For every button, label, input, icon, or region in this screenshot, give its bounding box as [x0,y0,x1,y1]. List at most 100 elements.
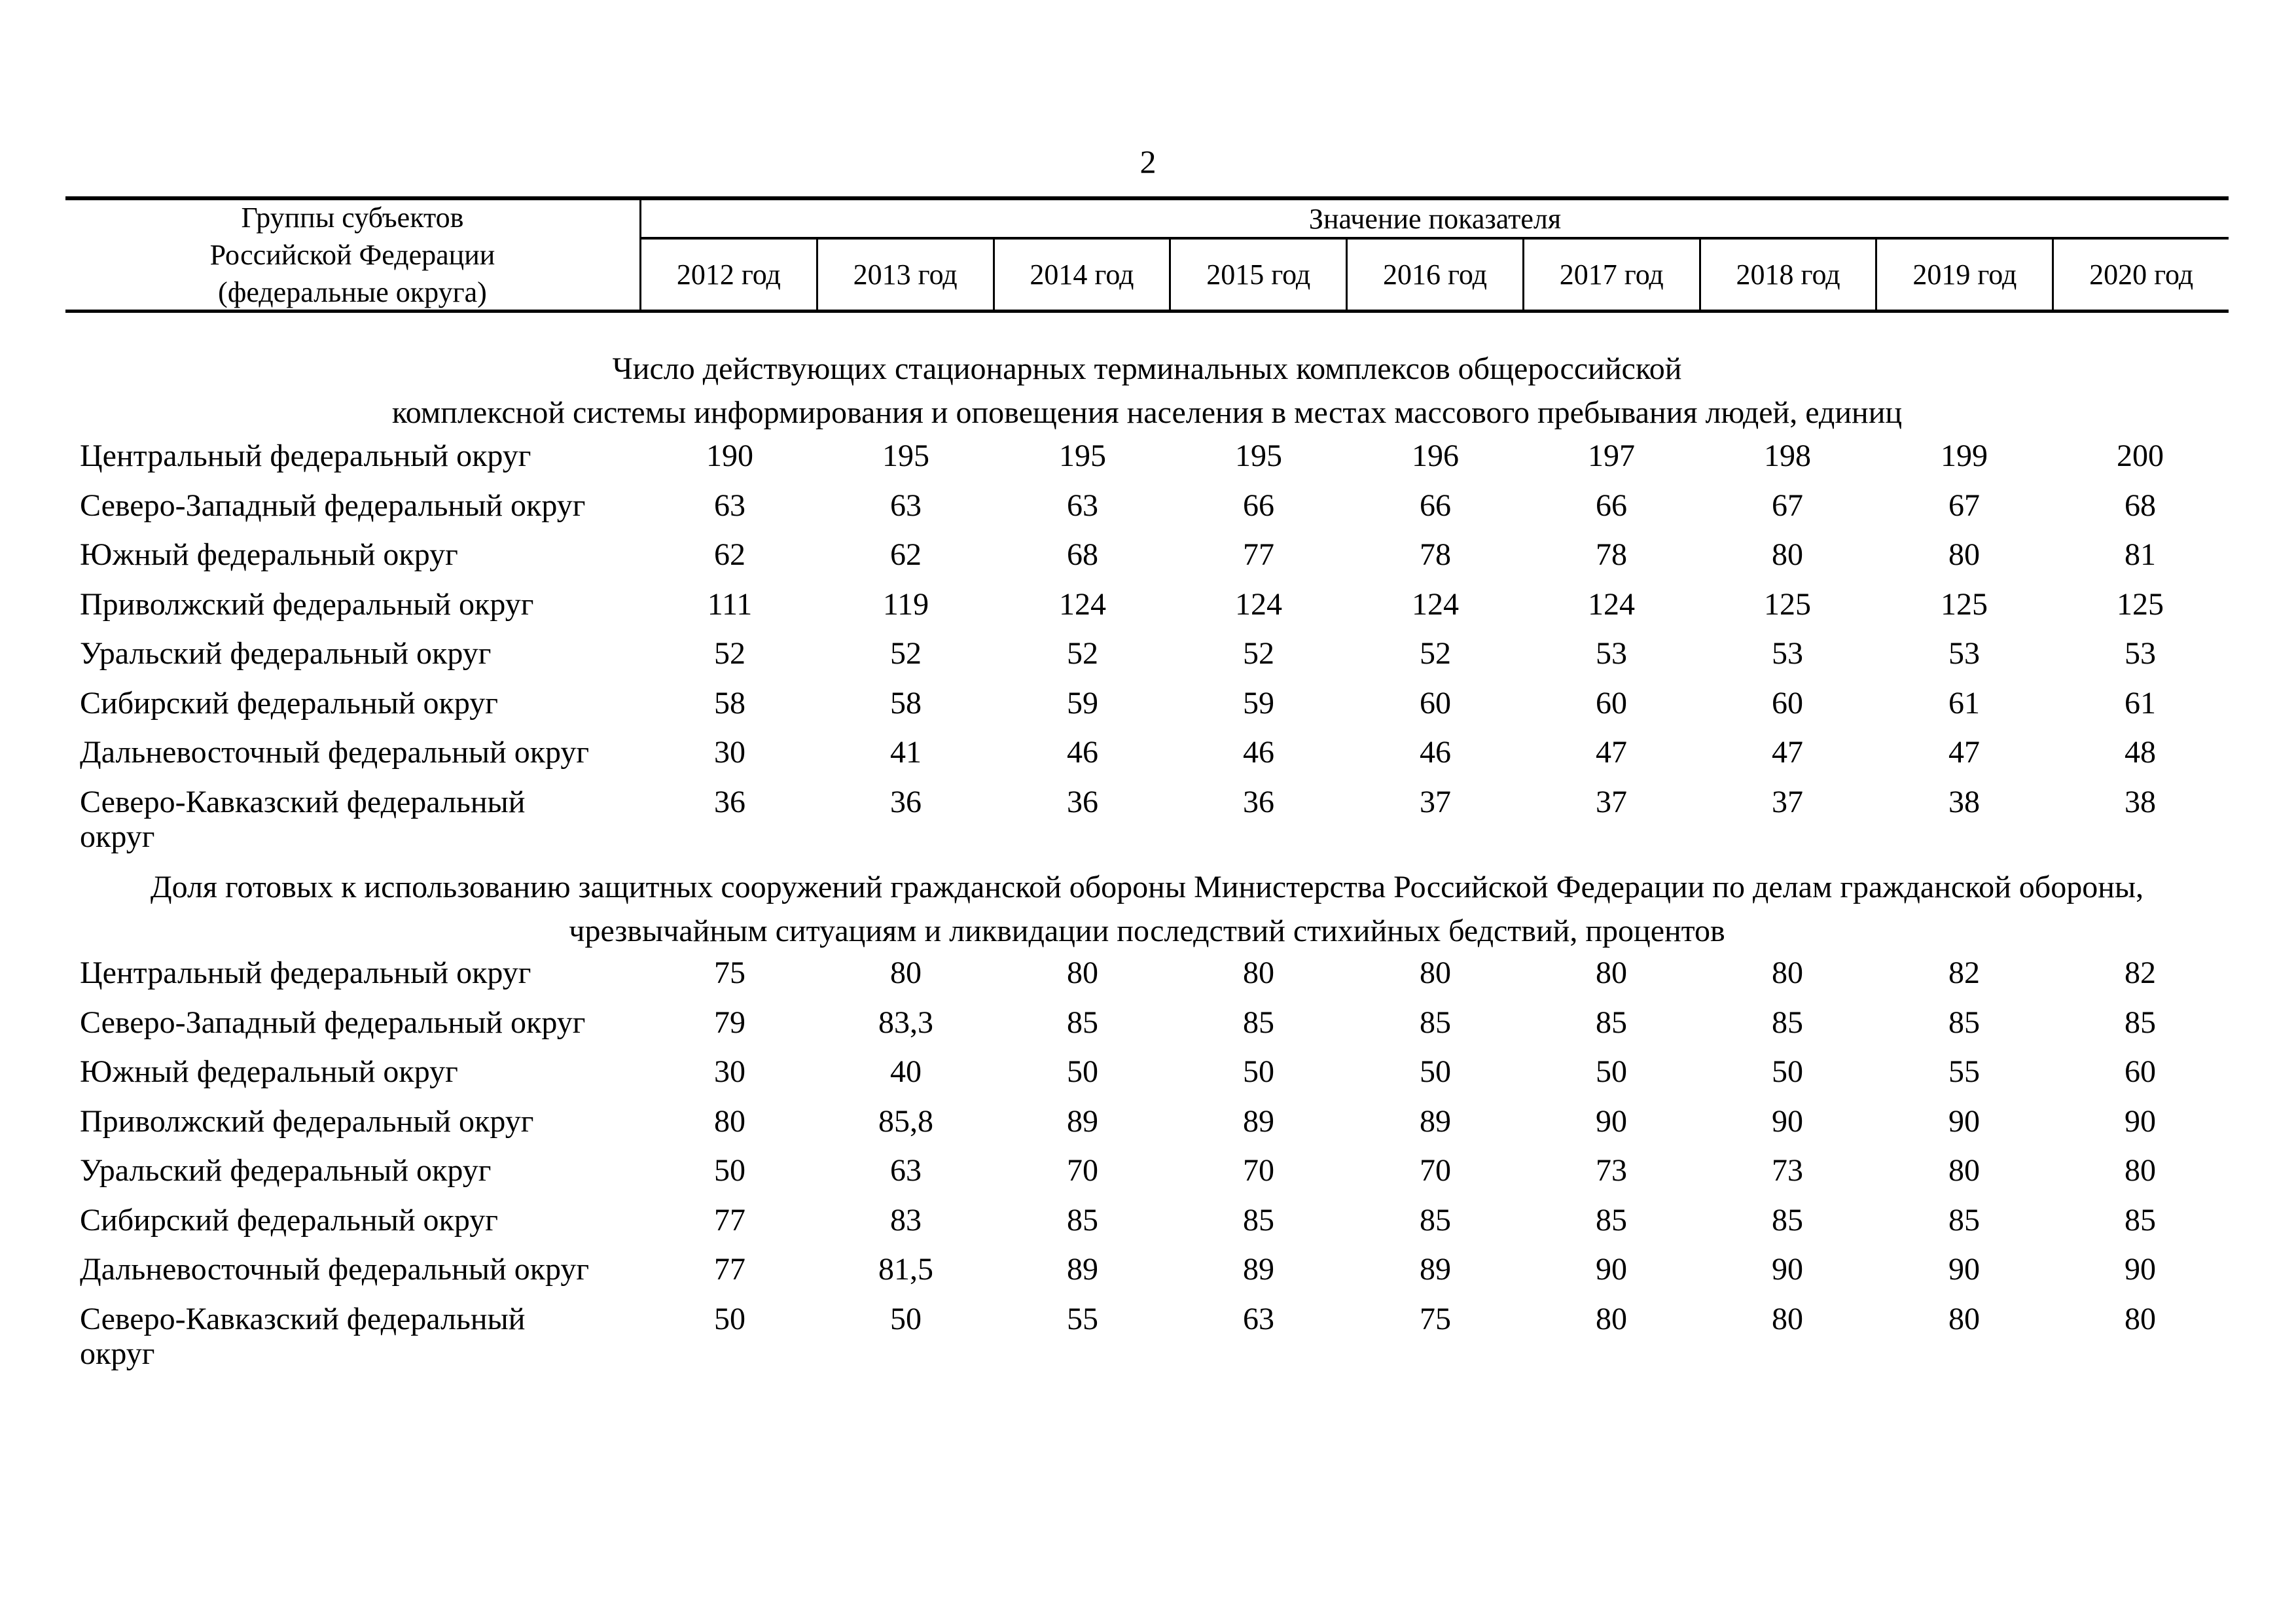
cell-value: 36 [714,785,745,819]
cell-value: 89 [1420,1104,1451,1139]
cell-value: 85 [1420,1203,1451,1238]
row-label: Сибирский федеральный округ [80,686,498,721]
cell-value: 90 [1596,1104,1627,1139]
value-header-block: Значение показателя 2012 год 2013 год 2014… [641,200,2229,310]
cell-value: 83,3 [878,1005,933,1040]
cell-value: 30 [714,735,745,770]
cell-value: 61 [2125,686,2156,721]
year-header-row: 2012 год 2013 год 2014 год 2015 год 2016 год… [641,240,2229,310]
cell-value: 53 [1596,636,1627,671]
cell-value: 60 [1596,686,1627,721]
cell-value: 52 [714,636,745,671]
row-label: Уральский федеральный округ [80,636,492,671]
cell-value: 78 [1420,537,1451,572]
cell-value: 81 [2125,537,2156,572]
cell-value: 80 [714,1104,745,1139]
row-label: Уральский федеральный округ [80,1153,492,1188]
page-number: 2 [1139,143,1157,180]
cell-value: 38 [1948,785,1980,819]
year-header: 2019 год [1875,240,2052,310]
cell-value: 50 [1596,1054,1627,1089]
cell-value: 85 [1948,1203,1980,1238]
cell-value: 77 [1243,537,1274,572]
cell-value: 47 [1772,735,1803,770]
cell-value: 58 [714,686,745,721]
cell-value: 53 [1948,636,1980,671]
row-label: Центральный федеральный округ [80,955,531,990]
row-label: Южный федеральный округ [80,1054,458,1089]
cell-value: 30 [714,1054,745,1089]
cell-value: 195 [882,438,929,473]
cell-value: 40 [890,1054,922,1089]
cell-value: 90 [1772,1252,1803,1287]
cell-value: 50 [890,1302,922,1336]
row-label: Северо-Западный федеральный округ [80,488,586,523]
cell-value: 89 [1420,1252,1451,1287]
cell-value: 50 [714,1302,745,1336]
cell-value: 80 [1596,955,1627,990]
cell-value: 36 [1067,785,1098,819]
cell-value: 47 [1596,735,1627,770]
cell-value: 80 [1948,537,1980,572]
cell-value: 200 [2117,438,2164,473]
cell-value: 78 [1596,537,1627,572]
cell-value: 90 [1948,1104,1980,1139]
cell-value: 90 [2125,1252,2156,1287]
cell-value: 199 [1941,438,1988,473]
value-caption: Значение показателя [641,200,2229,240]
cell-value: 38 [2125,785,2156,819]
row-label: Сибирский федеральный округ [80,1203,498,1238]
cell-value: 63 [890,1153,922,1188]
cell-value: 67 [1948,488,1980,523]
cell-value: 48 [2125,735,2156,770]
cell-value: 80 [1772,1302,1803,1336]
row-label: Приволжский федеральный округ [80,587,534,622]
cell-value: 62 [714,537,745,572]
cell-value: 80 [890,955,922,990]
cell-value: 89 [1243,1104,1274,1139]
year-header: 2020 год [2052,240,2229,310]
row-label: Центральный федеральный округ [80,438,531,473]
cell-value: 85 [1772,1005,1803,1040]
cell-value: 59 [1243,686,1274,721]
cell-value: 81,5 [878,1252,933,1287]
cell-value: 83 [890,1203,922,1238]
cell-value: 36 [890,785,922,819]
cell-value: 46 [1067,735,1098,770]
row-label: Северо-Кавказский федеральный округ [80,1302,526,1371]
cell-value: 85 [1067,1203,1098,1238]
cell-value: 80 [1067,955,1098,990]
cell-value: 89 [1067,1104,1098,1139]
cell-value: 53 [2125,636,2156,671]
cell-value: 85 [1420,1005,1451,1040]
cell-value: 80 [2125,1302,2156,1336]
cell-value: 77 [714,1252,745,1287]
row-label: Северо-Западный федеральный округ [80,1005,586,1040]
cell-value: 90 [1596,1252,1627,1287]
year-header: 2015 год [1169,240,1346,310]
cell-value: 52 [1243,636,1274,671]
cell-value: 82 [1948,955,1980,990]
cell-value: 124 [1588,587,1635,622]
cell-value: 68 [2125,488,2156,523]
year-header: 2014 год [992,240,1170,310]
cell-value: 73 [1596,1153,1627,1188]
cell-value: 75 [714,955,745,990]
cell-value: 61 [1948,686,1980,721]
year-header: 2018 год [1698,240,1876,310]
cell-value: 70 [1243,1153,1274,1188]
cell-value: 55 [1067,1302,1098,1336]
cell-value: 89 [1243,1252,1274,1287]
cell-value: 50 [1243,1054,1274,1089]
cell-value: 37 [1772,785,1803,819]
cell-value: 70 [1420,1153,1451,1188]
cell-value: 59 [1067,686,1098,721]
cell-value: 79 [714,1005,745,1040]
cell-value: 52 [1067,636,1098,671]
cell-value: 196 [1412,438,1459,473]
cell-value: 63 [1067,488,1098,523]
cell-value: 85 [1067,1005,1098,1040]
cell-value: 66 [1596,488,1627,523]
cell-value: 80 [1420,955,1451,990]
cell-value: 85 [1948,1005,1980,1040]
